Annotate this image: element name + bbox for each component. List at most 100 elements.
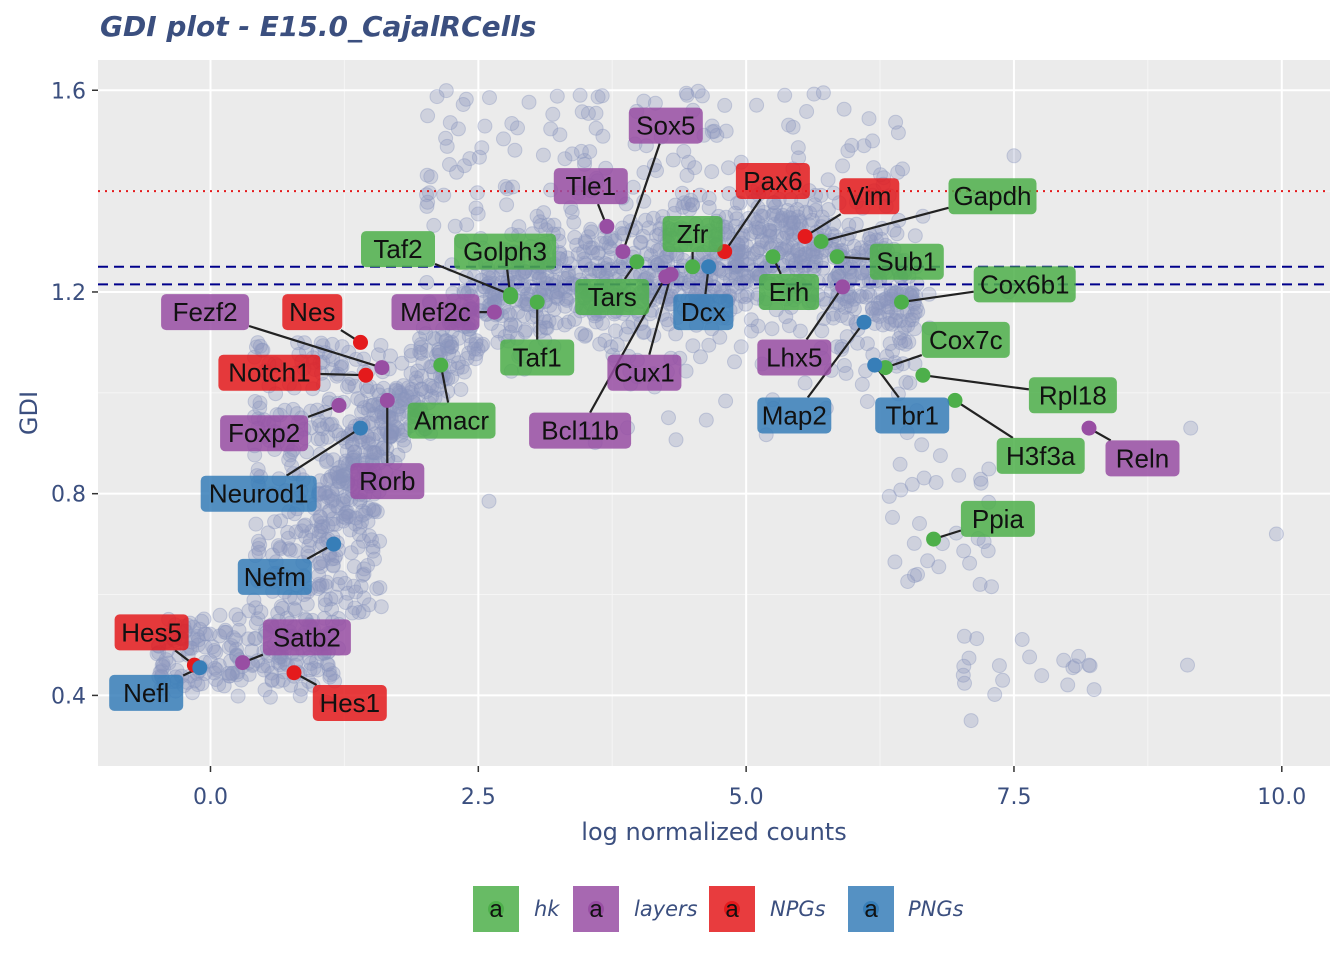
background-point — [212, 607, 228, 623]
background-point — [549, 284, 565, 300]
background-point — [420, 108, 436, 124]
background-point — [749, 97, 765, 113]
background-point — [820, 172, 836, 188]
y-axis: 0.4 0.8 1.2 1.6 — [51, 79, 98, 709]
background-point — [380, 408, 396, 424]
background-point — [864, 300, 880, 316]
background-point — [372, 580, 388, 596]
background-point — [668, 432, 684, 448]
chart-title: GDI plot - E15.0_CajalRCells — [100, 10, 536, 43]
background-point — [393, 387, 409, 403]
background-point — [736, 244, 752, 260]
background-point — [931, 559, 947, 575]
background-point — [217, 622, 233, 638]
background-point — [879, 293, 895, 309]
background-point — [1180, 657, 1195, 673]
background-point — [859, 336, 875, 352]
background-point — [675, 199, 691, 215]
point-amacr — [433, 357, 449, 373]
label-ppia: Ppia — [972, 504, 1025, 534]
background-point — [454, 359, 470, 375]
background-point — [443, 339, 459, 355]
background-point — [721, 186, 737, 202]
background-point — [358, 505, 374, 521]
background-point — [680, 196, 696, 211]
background-point — [248, 516, 264, 532]
point-notch1 — [358, 367, 374, 383]
background-point — [413, 381, 429, 397]
background-point — [781, 250, 797, 266]
background-point — [843, 298, 859, 314]
background-point — [541, 313, 557, 329]
background-point — [313, 519, 329, 535]
background-point — [928, 475, 944, 490]
label-pax6: Pax6 — [743, 166, 802, 196]
point-cox6b1 — [894, 294, 909, 310]
background-point — [346, 578, 362, 594]
background-point — [661, 410, 676, 426]
background-point — [957, 675, 972, 691]
background-point — [493, 267, 509, 283]
background-point — [403, 348, 419, 363]
background-point — [415, 355, 431, 371]
background-point — [440, 338, 456, 354]
background-point — [464, 280, 480, 295]
label-hes5: Hes5 — [121, 617, 182, 647]
background-point — [608, 323, 623, 339]
background-point — [963, 713, 979, 729]
background-point — [535, 281, 551, 297]
background-point — [395, 378, 411, 394]
background-point — [333, 469, 348, 484]
background-point — [320, 473, 335, 488]
background-point — [438, 130, 454, 146]
background-point — [572, 87, 588, 103]
background-point — [814, 323, 830, 339]
background-point — [577, 234, 593, 249]
background-point — [956, 628, 972, 644]
background-point — [557, 279, 573, 295]
background-point — [762, 222, 778, 238]
background-point — [951, 467, 967, 483]
point-sub1 — [829, 249, 845, 265]
background-point — [507, 142, 523, 158]
background-point — [319, 452, 335, 468]
background-point — [603, 250, 618, 266]
background-point — [503, 318, 519, 333]
background-point — [676, 195, 692, 211]
background-point — [892, 313, 908, 329]
background-point — [404, 381, 420, 397]
background-point — [419, 167, 435, 183]
point-rorb — [379, 392, 395, 408]
background-point — [815, 260, 831, 276]
background-point — [728, 264, 744, 280]
background-point — [754, 232, 770, 248]
background-point — [743, 312, 759, 328]
background-point — [715, 275, 731, 291]
background-point — [744, 323, 759, 339]
background-point — [615, 261, 631, 277]
background-point — [360, 435, 376, 451]
background-point — [496, 131, 511, 147]
background-point — [854, 376, 870, 392]
background-point — [548, 288, 564, 304]
background-point — [590, 246, 606, 261]
background-point — [583, 261, 599, 277]
label-nefm: Nefm — [244, 562, 306, 592]
legend-key-letter: a — [589, 896, 603, 923]
background-point — [343, 545, 359, 561]
background-point — [1268, 526, 1284, 542]
background-point — [835, 158, 851, 174]
background-point — [418, 384, 434, 400]
background-point — [790, 209, 806, 225]
background-point — [775, 207, 791, 223]
background-point — [790, 243, 805, 259]
background-point — [221, 668, 237, 684]
background-point — [781, 209, 797, 225]
x-axis: 0.0 2.5 5.0 7.5 10.0 — [193, 766, 1306, 810]
background-point — [832, 297, 848, 313]
background-point — [313, 559, 329, 575]
background-point — [486, 290, 502, 306]
background-point — [603, 261, 619, 277]
background-point — [516, 308, 532, 324]
background-point — [390, 421, 406, 437]
